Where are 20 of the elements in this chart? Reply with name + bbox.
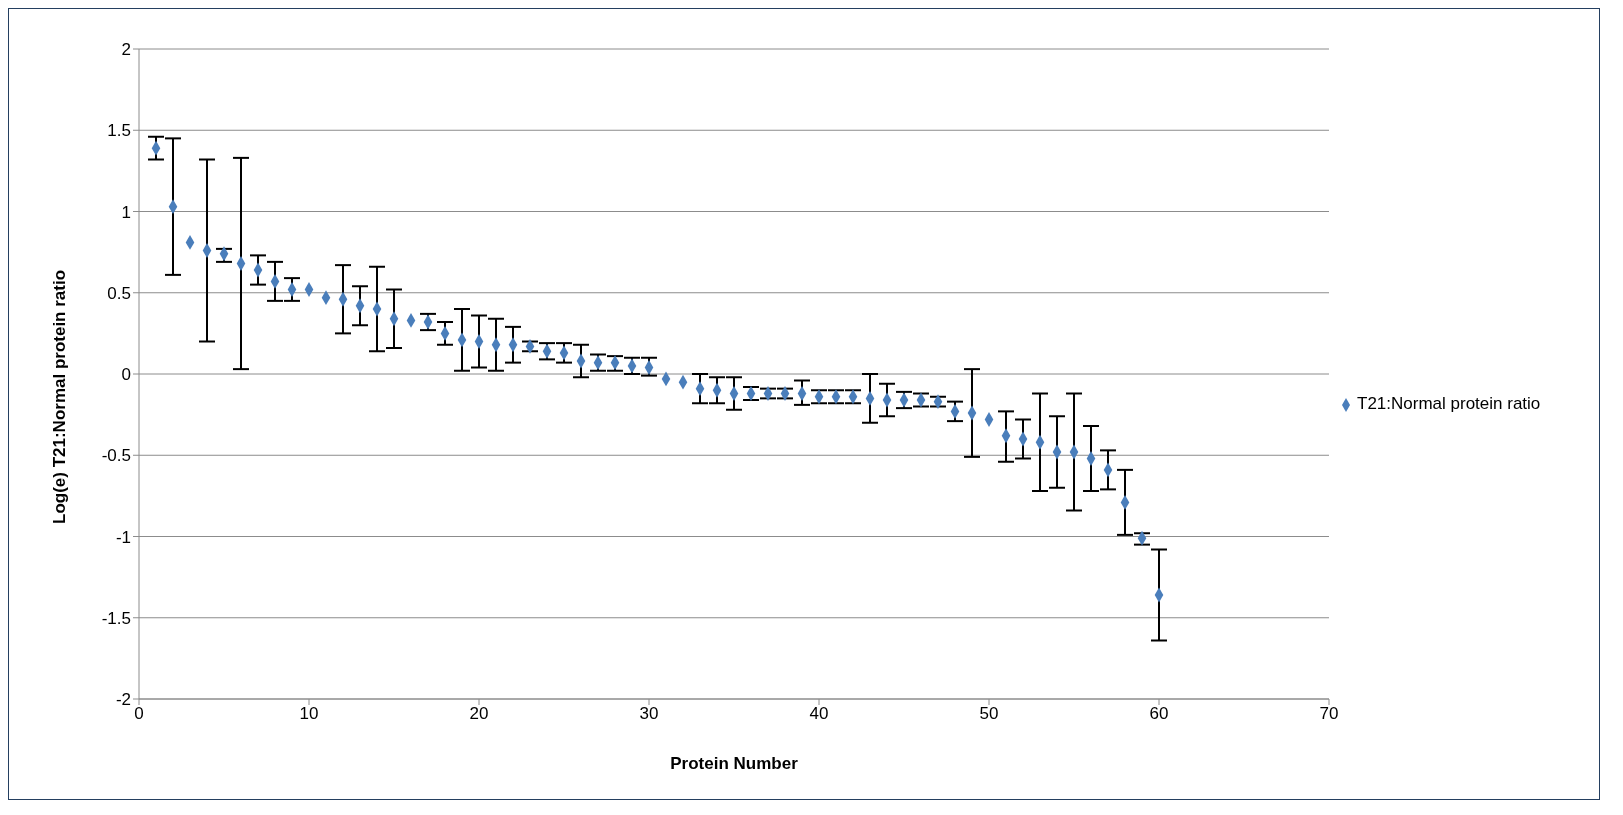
x-tick-label: 10 bbox=[299, 704, 319, 724]
x-tick-label: 50 bbox=[979, 704, 999, 724]
x-tick-label: 30 bbox=[639, 704, 659, 724]
y-tick-label: 0 bbox=[121, 365, 131, 385]
x-tick-label: 60 bbox=[1149, 704, 1169, 724]
y-tick-label: 1.5 bbox=[107, 121, 131, 141]
y-tick-label: -1.5 bbox=[101, 608, 131, 628]
x-tick-label: 20 bbox=[469, 704, 489, 724]
y-axis-title: Log(e) T21:Normal protein ratio bbox=[50, 269, 70, 524]
x-tick-label: 0 bbox=[134, 704, 144, 724]
y-tick-label: -2 bbox=[115, 690, 131, 710]
legend-label: T21:Normal protein ratio bbox=[1357, 394, 1541, 413]
y-tick-label: -0.5 bbox=[101, 446, 131, 466]
x-tick-label: 70 bbox=[1319, 704, 1339, 724]
x-axis-title: Protein Number bbox=[670, 754, 799, 773]
y-tick-label: 1 bbox=[121, 202, 131, 222]
x-tick-label: 40 bbox=[809, 704, 829, 724]
y-tick-label: 2 bbox=[121, 40, 131, 60]
y-tick-label: -1 bbox=[115, 527, 131, 547]
y-tick-label: 0.5 bbox=[107, 283, 131, 303]
